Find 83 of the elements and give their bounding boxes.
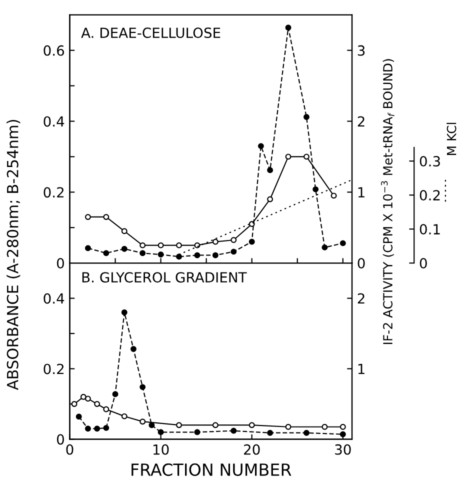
point bbox=[194, 429, 200, 436]
point bbox=[267, 167, 274, 174]
point bbox=[230, 237, 237, 243]
point bbox=[176, 422, 182, 428]
point bbox=[303, 430, 310, 436]
y-tick-label: 0 bbox=[56, 434, 64, 445]
point bbox=[285, 24, 292, 31]
y-tick-label: 0.4 bbox=[44, 116, 64, 127]
y-tick-label: 0.2 bbox=[44, 187, 64, 198]
point bbox=[140, 418, 146, 425]
point bbox=[158, 252, 164, 258]
point bbox=[267, 430, 274, 436]
y3-tick-label: 0.2 bbox=[420, 190, 440, 201]
y2-tick-label: 1 bbox=[358, 364, 364, 374]
point bbox=[340, 431, 346, 438]
point bbox=[194, 252, 200, 258]
point bbox=[84, 396, 91, 402]
point bbox=[212, 422, 218, 428]
text: A. DEAE-CELLULOSE bbox=[81, 28, 220, 38]
point bbox=[340, 240, 346, 246]
y-axis-title: ABSORBANCE (A-280nm; B-254nm) bbox=[6, 120, 20, 390]
point bbox=[76, 414, 82, 420]
point bbox=[84, 245, 91, 252]
point bbox=[140, 384, 146, 390]
point bbox=[322, 244, 328, 250]
y-tick-label: 0.4 bbox=[44, 293, 64, 304]
text: B. GLYCEROL GRADIENT bbox=[82, 272, 247, 283]
point bbox=[230, 248, 237, 255]
point bbox=[248, 238, 255, 245]
point bbox=[176, 242, 182, 248]
point bbox=[158, 429, 164, 436]
y3-tick-label: 0.3 bbox=[420, 156, 440, 167]
point bbox=[312, 186, 319, 192]
y-tick-label: 0 bbox=[56, 258, 64, 269]
point bbox=[212, 238, 218, 245]
y2-tick-label: 1 bbox=[358, 187, 364, 198]
point bbox=[322, 424, 328, 430]
point bbox=[176, 254, 182, 260]
point bbox=[285, 154, 292, 160]
point bbox=[103, 424, 110, 431]
point bbox=[267, 196, 274, 202]
point bbox=[212, 252, 218, 258]
point bbox=[84, 426, 91, 432]
y3-tick-label: 0.1 bbox=[420, 224, 440, 235]
point bbox=[103, 250, 110, 256]
y3-axis-title: M KCl bbox=[446, 122, 456, 155]
x-tick-label: 30 bbox=[335, 444, 351, 455]
point bbox=[112, 391, 118, 398]
point bbox=[303, 154, 310, 160]
point bbox=[140, 250, 146, 256]
point bbox=[94, 400, 100, 407]
point bbox=[130, 346, 136, 352]
point bbox=[148, 422, 155, 428]
point bbox=[103, 406, 110, 412]
point bbox=[121, 309, 128, 316]
point bbox=[340, 424, 346, 430]
point bbox=[248, 422, 255, 428]
x-axis-title: FRACTION NUMBER bbox=[132, 463, 292, 476]
point bbox=[303, 114, 310, 120]
point bbox=[103, 214, 110, 220]
y2-tick-label: 2 bbox=[358, 293, 364, 304]
point bbox=[258, 143, 264, 150]
point bbox=[84, 214, 91, 220]
point bbox=[121, 246, 128, 252]
y3-tick-label: 0 bbox=[420, 258, 427, 269]
y2-tick-label: 3 bbox=[358, 45, 365, 56]
point bbox=[285, 424, 292, 430]
point bbox=[94, 426, 100, 432]
point bbox=[80, 394, 86, 400]
x-tick-label: 0 bbox=[66, 444, 74, 455]
y-tick-label: 0.6 bbox=[44, 45, 64, 56]
y2-axis-title: IF-2 ACTIVITY (CPM X 10$^{−3}$ Met-tRNA$_{f}$ BOUND) bbox=[381, 59, 394, 344]
point bbox=[230, 428, 237, 434]
y2-tick-label: 0 bbox=[358, 258, 365, 269]
y-tick-label: 0.2 bbox=[44, 364, 64, 374]
x-tick-label: 20 bbox=[244, 444, 260, 455]
point bbox=[158, 242, 164, 248]
x-tick-label: 10 bbox=[153, 444, 169, 455]
y2-tick-label: 2 bbox=[358, 116, 364, 127]
point bbox=[121, 413, 128, 420]
point bbox=[330, 192, 337, 199]
point bbox=[121, 228, 128, 234]
point bbox=[140, 242, 146, 248]
